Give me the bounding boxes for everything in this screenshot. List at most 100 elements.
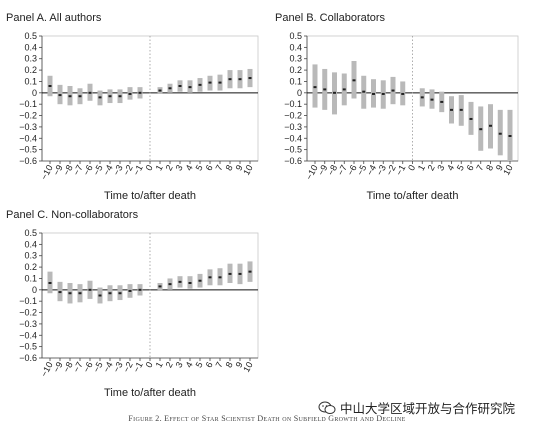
point-estimate <box>178 85 182 87</box>
x-tick-label: 6 <box>204 163 215 172</box>
point-estimate <box>459 108 463 111</box>
x-tick-label: 0 <box>144 360 155 369</box>
point-estimate <box>178 280 182 283</box>
x-tick-label: 10 <box>501 163 515 177</box>
point-estimate <box>498 132 502 135</box>
point-estimate <box>158 89 162 92</box>
x-tick-label: −2 <box>384 163 398 177</box>
x-tick-label: 3 <box>174 163 185 172</box>
point-estimate <box>98 96 102 99</box>
point-estimate <box>68 95 72 98</box>
x-tick-label: 1 <box>416 163 427 172</box>
point-estimate <box>48 282 52 284</box>
point-estimate <box>168 87 172 90</box>
point-estimate <box>198 279 202 282</box>
y-tick-label: −0.3 <box>19 319 37 329</box>
y-tick-label: 0.5 <box>24 31 37 41</box>
y-tick-label: 0.2 <box>24 65 37 75</box>
y-tick-label: −0.5 <box>19 342 37 352</box>
y-tick-label: −0.6 <box>284 156 302 166</box>
point-estimate <box>108 292 112 295</box>
point-estimate <box>479 128 483 131</box>
point-estimate <box>218 276 222 279</box>
x-tick-label: −8 <box>326 163 340 177</box>
x-tick-label: 1 <box>154 360 165 369</box>
y-tick-label: 0 <box>297 88 302 98</box>
y-tick-label: −0.3 <box>284 122 302 132</box>
point-estimate <box>138 288 142 291</box>
point-estimate <box>508 135 512 137</box>
x-tick-label: 0 <box>144 163 155 172</box>
point-estimate <box>118 292 122 295</box>
point-estimate <box>68 292 72 295</box>
watermark-text: 中山大学区域开放与合作研究院 <box>340 402 516 416</box>
x-tick-label: 8 <box>484 163 495 172</box>
y-tick-label: 0 <box>32 285 37 295</box>
y-tick-label: −0.1 <box>284 99 302 109</box>
x-tick-label: −6 <box>81 360 95 374</box>
y-tick-label: 0.2 <box>24 262 37 272</box>
point-estimate <box>138 91 142 94</box>
x-tick-label: 8 <box>224 163 235 172</box>
point-estimate <box>372 92 375 95</box>
x-tick-label: 10 <box>241 163 255 177</box>
x-tick-label: −2 <box>121 163 135 177</box>
y-tick-label: 0.4 <box>24 239 37 249</box>
y-tick-label: −0.1 <box>19 99 37 109</box>
x-tick-label: 2 <box>164 163 175 172</box>
x-tick-label: 4 <box>184 360 195 369</box>
point-estimate <box>128 289 132 292</box>
point-estimate <box>118 95 122 98</box>
point-estimate <box>48 85 52 87</box>
x-tick-label: −7 <box>335 163 349 177</box>
y-tick-label: 0.2 <box>289 65 302 75</box>
x-tick-label: −3 <box>111 360 125 374</box>
point-estimate <box>228 78 232 81</box>
y-tick-label: 0.4 <box>289 42 302 52</box>
point-estimate <box>218 81 222 84</box>
x-tick-label: −9 <box>316 163 330 177</box>
y-tick-label: 0.1 <box>24 273 37 283</box>
y-tick-label: 0.4 <box>24 42 37 52</box>
point-estimate <box>238 272 242 275</box>
y-tick-label: −0.2 <box>284 111 302 121</box>
y-tick-label: 0.3 <box>289 54 302 64</box>
point-estimate <box>420 96 424 99</box>
point-estimate <box>362 90 366 93</box>
x-tick-label: 7 <box>474 163 485 172</box>
x-tick-label: 1 <box>154 163 165 172</box>
x-tick-label: 9 <box>234 163 245 172</box>
y-tick-label: 0.3 <box>24 54 37 64</box>
x-tick-label: −8 <box>61 163 75 177</box>
panel-c-title: Panel C. Non-collaborators <box>6 209 139 221</box>
x-tick-label: −5 <box>91 360 105 374</box>
point-estimate <box>188 86 192 89</box>
x-tick-label: 8 <box>224 360 235 369</box>
y-tick-label: −0.6 <box>19 353 37 363</box>
x-tick-label: 7 <box>214 360 225 369</box>
x-tick-label: 3 <box>435 163 446 172</box>
point-estimate <box>333 91 336 94</box>
ci-bar <box>312 64 318 108</box>
x-tick-label: −4 <box>365 163 379 177</box>
x-axis-label: Time to/after death <box>104 190 196 202</box>
point-estimate <box>228 272 232 275</box>
point-estimate <box>88 91 92 94</box>
x-tick-label: −9 <box>51 163 65 177</box>
x-tick-label: 5 <box>455 163 466 172</box>
x-tick-label: 5 <box>194 360 205 369</box>
point-estimate <box>108 95 112 98</box>
x-tick-label: −1 <box>131 163 145 177</box>
point-estimate <box>469 117 473 120</box>
x-tick-label: −7 <box>71 360 85 374</box>
x-tick-label: 4 <box>184 163 195 172</box>
point-estimate <box>450 108 453 111</box>
point-estimate <box>352 79 356 82</box>
y-tick-label: −0.1 <box>19 296 37 306</box>
point-estimate <box>430 98 434 101</box>
panel-a-title: Panel A. All authors <box>6 12 102 24</box>
x-tick-label: 2 <box>164 360 175 369</box>
x-tick-label: 6 <box>204 360 215 369</box>
y-tick-label: −0.2 <box>19 308 37 318</box>
wechat-icon <box>318 401 336 414</box>
